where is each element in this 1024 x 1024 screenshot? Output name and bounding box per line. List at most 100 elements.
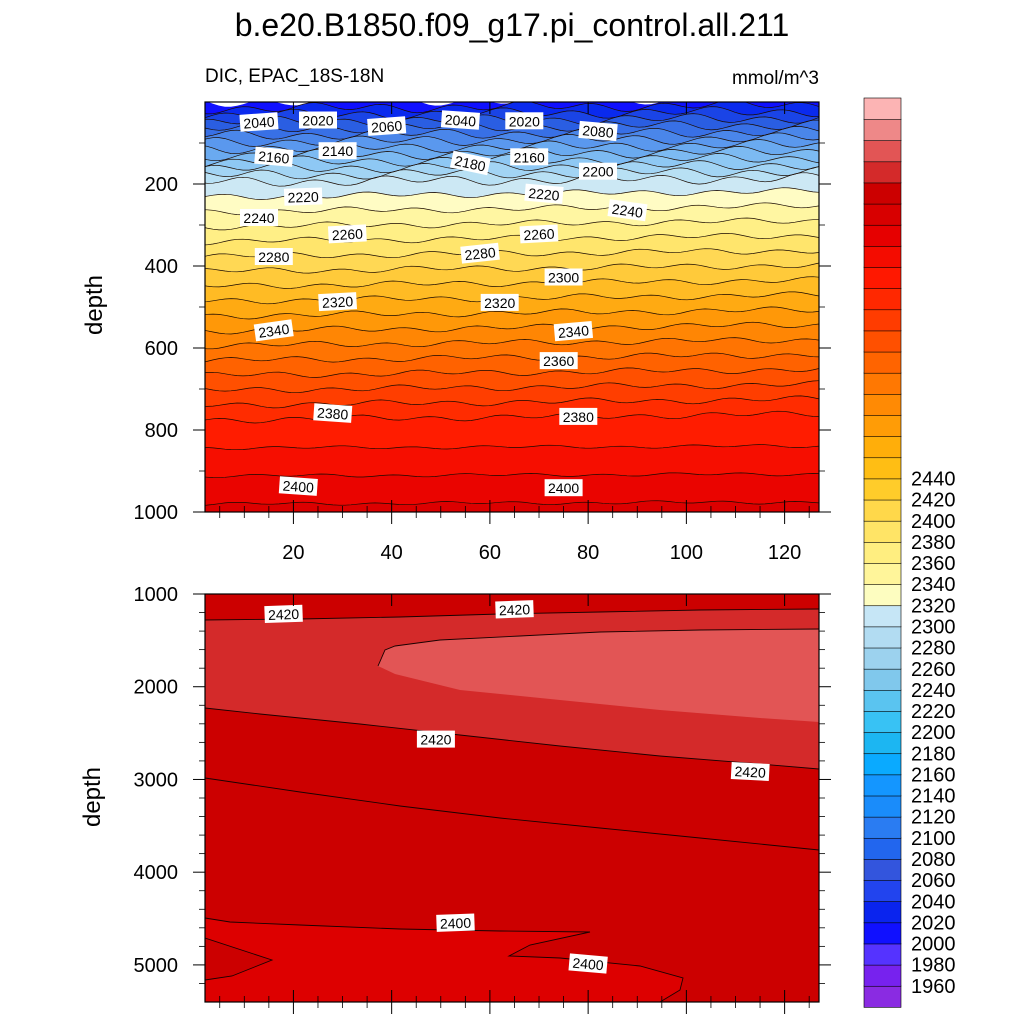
y-tick-label: 400: [145, 256, 178, 278]
x-tick-label: 20: [282, 542, 304, 564]
top-contour-line: [205, 160, 819, 174]
contour-label-text: 2340: [257, 321, 290, 341]
contour-label-text: 2400: [440, 915, 472, 932]
top-contour-line: [205, 306, 819, 320]
colorbar-label: 2360: [911, 553, 956, 575]
contour-label: 2040: [239, 112, 279, 132]
contour-label-text: 2220: [287, 189, 319, 206]
top-band: [205, 126, 819, 147]
contour-label: 2420: [416, 730, 455, 748]
contour-label-text: 2200: [582, 164, 613, 180]
colorbar-box: [863, 816, 902, 839]
top-band: [205, 472, 819, 506]
colorbar-box: [863, 668, 902, 691]
contour-label-text: 2260: [523, 226, 555, 244]
colorbar-box: [863, 795, 902, 818]
contour-label: 2020: [299, 111, 337, 129]
colorbar-box: [863, 139, 902, 163]
colorbar-box: [863, 774, 902, 797]
contour-label-text: 2140: [322, 143, 353, 159]
top-contour-line: [201, 529, 819, 534]
contour-label-text: 2060: [371, 118, 403, 136]
colorbar-label: 2420: [911, 490, 956, 512]
colorbar-label: 2240: [911, 680, 956, 702]
top-contour-line: [205, 106, 819, 121]
colorbar-box: [863, 435, 902, 459]
colorbar-box: [863, 118, 902, 141]
colorbar-label: 1960: [911, 976, 956, 998]
colorbar-label: 2280: [911, 638, 956, 660]
top-band: [205, 276, 819, 304]
contour-label: 2400: [436, 913, 475, 932]
contour-label: 2240: [240, 209, 278, 226]
top-contour-line: [205, 232, 819, 246]
bottom-notch: [205, 938, 272, 980]
contour-label: 2260: [519, 224, 559, 244]
contour-label: 2280: [460, 242, 500, 264]
top-band: [205, 102, 819, 120]
colorbar-label: 2100: [911, 828, 956, 850]
contour-label: 2080: [578, 120, 618, 142]
top-band: [205, 444, 819, 478]
bottom-band-2440-light: [378, 629, 819, 722]
top-contour-line: [205, 276, 819, 289]
colorbar-label: 2320: [911, 595, 956, 617]
colorbar-box: [863, 161, 902, 184]
contour-label: 2160: [510, 148, 549, 166]
y-tick-label: 4000: [134, 862, 179, 884]
contour-label-text: 2280: [258, 249, 289, 265]
top-band: [205, 353, 819, 378]
colorbar-box: [863, 858, 902, 881]
top-band: [205, 380, 819, 408]
colorbar-box: [863, 837, 902, 860]
contour-label-text: 2040: [243, 113, 275, 131]
colorbar-box: [863, 964, 902, 987]
colorbar-label: 2160: [911, 765, 956, 787]
contour-label-text: 2160: [514, 149, 545, 165]
colorbar-box: [863, 900, 902, 924]
top-band: [205, 146, 819, 167]
colorbar-box: [863, 351, 902, 374]
contour-label: 2040: [440, 110, 480, 130]
contour-label-text: 2420: [420, 732, 451, 748]
y-tick-label: 200: [145, 174, 178, 196]
contour-label-text: 2400: [548, 480, 579, 496]
top-band: [205, 166, 819, 187]
top-contour-line: [205, 472, 819, 479]
colorbar-box: [863, 478, 902, 501]
top-contour-line: [205, 202, 819, 216]
y-tick-label: 1000: [134, 502, 179, 524]
contour-label: 2400: [544, 479, 583, 497]
y-tick-label: 5000: [134, 955, 179, 977]
contour-label: 2220: [283, 187, 323, 206]
colorbar-box: [863, 520, 902, 543]
top-panel-ylabel: depth: [81, 275, 108, 335]
top-contour-line: [205, 102, 819, 115]
top-contour-line: [205, 321, 819, 335]
contour-label: 2140: [318, 142, 357, 160]
colorbar-box: [863, 879, 902, 902]
bottom-panel-contour-labels: 2420 2420 2420 2420 2400 2400: [264, 600, 770, 974]
contour-label-text: 2240: [243, 210, 274, 226]
top-contour-line: [205, 367, 819, 378]
colorbar-box: [863, 605, 902, 628]
contour-label-text: 2400: [282, 478, 314, 496]
colorbar-box: [863, 97, 902, 120]
contour-label-text: 2420: [268, 606, 300, 623]
colorbar-box: [863, 203, 902, 226]
top-contour-line: [205, 352, 819, 363]
colorbar-label: 2080: [911, 849, 956, 871]
colorbar-box: [863, 245, 902, 268]
colorbar-box: [863, 985, 902, 1008]
contour-label: 2280: [254, 248, 293, 265]
contour-label: 2020: [505, 112, 544, 130]
top-contour-line: [205, 248, 819, 259]
contour-label: 2260: [327, 224, 367, 244]
contour-label: 2200: [579, 162, 617, 180]
colorbar-box: [863, 753, 902, 776]
colorbar-label: 2200: [911, 722, 956, 744]
colorbar-box: [863, 922, 902, 945]
contour-label: 2320: [480, 293, 519, 311]
contour-label: 2420: [730, 762, 770, 781]
